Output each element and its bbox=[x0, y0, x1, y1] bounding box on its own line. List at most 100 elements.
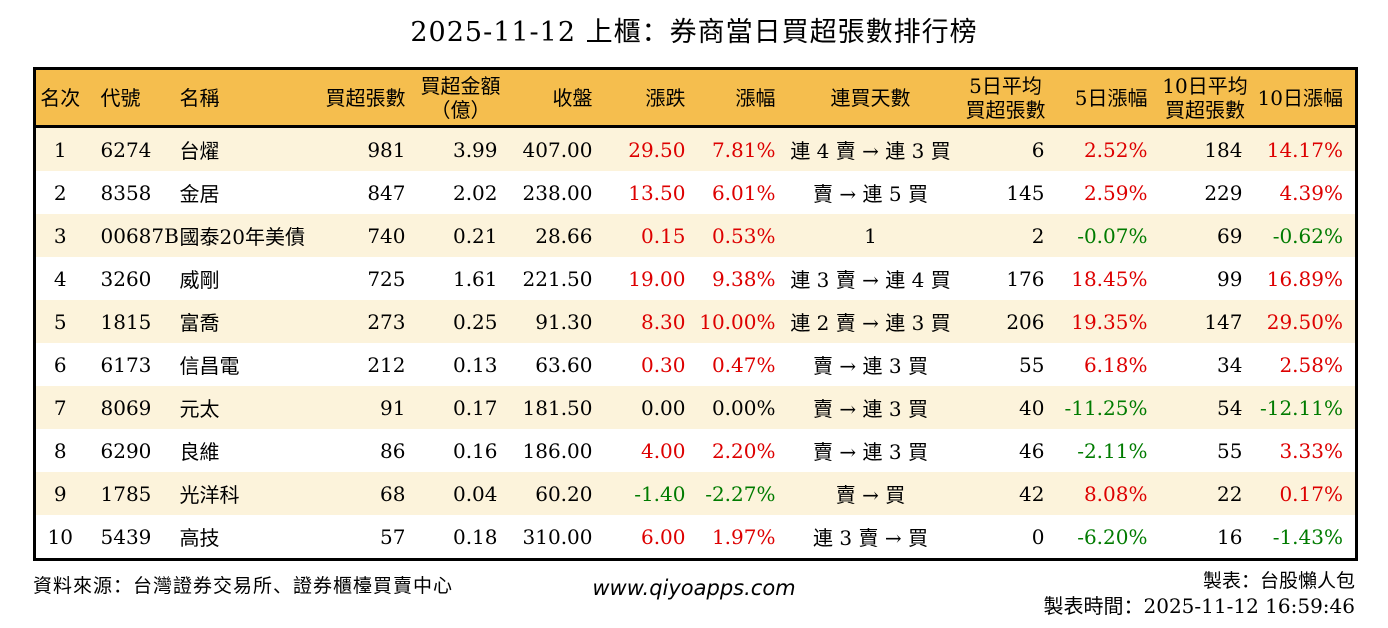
change-pct-cell: 0.47% bbox=[694, 343, 785, 386]
change-cell: 8.30 bbox=[601, 300, 695, 343]
col-header-change-pct: 漲幅 bbox=[694, 68, 785, 128]
col-header-buy-volume: 買超張數 bbox=[314, 68, 415, 128]
pct10-cell: 4.39% bbox=[1252, 171, 1357, 214]
table-row: 4 3260 威剛 725 1.61 221.50 19.00 9.38% 連 3 賣 → 連 … bbox=[34, 257, 1357, 300]
col-header-change: 漲跌 bbox=[601, 68, 695, 128]
name-cell: 台燿 bbox=[169, 126, 315, 171]
buy-volume-cell: 91 bbox=[314, 386, 415, 429]
table-row: 8 6290 良維 86 0.16 186.00 4.00 2.20% 賣 → 連 3 買 46-… bbox=[34, 429, 1357, 472]
made-at-text: 製表時間：2025-11-12 16:59:46 bbox=[1043, 594, 1356, 618]
change-pct-cell: 7.81% bbox=[694, 126, 785, 171]
buy-amount-cell: 0.18 bbox=[414, 515, 507, 560]
col-header-avg5-volume: 5日平均 買超張數 bbox=[956, 68, 1055, 128]
pct10-cell: 0.17% bbox=[1252, 472, 1357, 515]
pct5-cell: 2.52% bbox=[1054, 126, 1158, 171]
header-row: 名次 代號 名稱 買超張數 買超金額 （億） 收盤 漲跌 漲幅 連買天數 5日平… bbox=[34, 68, 1357, 128]
avg5-volume-cell: 145 bbox=[956, 171, 1055, 214]
pct10-cell: 2.58% bbox=[1252, 343, 1357, 386]
pct10-cell: -0.62% bbox=[1252, 214, 1357, 257]
name-cell: 富喬 bbox=[169, 300, 315, 343]
avg10-volume-cell: 55 bbox=[1157, 429, 1253, 472]
pct5-cell: 18.45% bbox=[1054, 257, 1158, 300]
avg5-volume-cell: 176 bbox=[956, 257, 1055, 300]
pct10-cell: 16.89% bbox=[1252, 257, 1357, 300]
streak-cell: 連 2 賣 → 連 3 買 bbox=[784, 300, 957, 343]
close-cell: 91.30 bbox=[506, 300, 602, 343]
pct10-cell: 14.17% bbox=[1252, 126, 1357, 171]
buy-volume-cell: 273 bbox=[314, 300, 415, 343]
rank-cell: 6 bbox=[34, 343, 85, 386]
table-row: 3 00687B 國泰20年美債 740 0.21 28.66 0.15 0.53% 1 2 -0.… bbox=[34, 214, 1357, 257]
pct5-cell: 19.35% bbox=[1054, 300, 1158, 343]
avg5-volume-cell: 206 bbox=[956, 300, 1055, 343]
change-cell: 19.00 bbox=[601, 257, 695, 300]
buy-amount-cell: 0.13 bbox=[414, 343, 507, 386]
buy-volume-cell: 57 bbox=[314, 515, 415, 560]
buy-volume-cell: 212 bbox=[314, 343, 415, 386]
rank-cell: 1 bbox=[34, 126, 85, 171]
close-cell: 181.50 bbox=[506, 386, 602, 429]
change-cell: 0.30 bbox=[601, 343, 695, 386]
avg5-volume-cell: 0 bbox=[956, 515, 1055, 560]
buy-volume-cell: 86 bbox=[314, 429, 415, 472]
streak-cell: 連 3 賣 → 買 bbox=[784, 515, 957, 560]
table-row: 7 8069 元太 91 0.17 181.50 0.00 0.00% 賣 → 連 3 買 40-… bbox=[34, 386, 1357, 429]
pct10-cell: 3.33% bbox=[1252, 429, 1357, 472]
table-header: 名次 代號 名稱 買超張數 買超金額 （億） 收盤 漲跌 漲幅 連買天數 5日平… bbox=[34, 68, 1357, 128]
col-header-pct5: 5日漲幅 bbox=[1054, 68, 1158, 128]
avg5-volume-cell: 40 bbox=[956, 386, 1055, 429]
buy-amount-cell: 0.04 bbox=[414, 472, 507, 515]
col-header-close: 收盤 bbox=[506, 68, 602, 128]
avg10-volume-cell: 147 bbox=[1157, 300, 1253, 343]
buy-amount-cell: 2.02 bbox=[414, 171, 507, 214]
change-pct-cell: 9.38% bbox=[694, 257, 785, 300]
streak-cell: 賣 → 連 3 買 bbox=[784, 386, 957, 429]
avg10-volume-cell: 229 bbox=[1157, 171, 1253, 214]
streak-cell: 連 3 賣 → 連 4 買 bbox=[784, 257, 957, 300]
close-cell: 60.20 bbox=[506, 472, 602, 515]
col-header-pct10: 10日漲幅 bbox=[1252, 68, 1357, 128]
streak-cell: 賣 → 連 3 買 bbox=[784, 429, 957, 472]
buy-amount-cell: 0.21 bbox=[414, 214, 507, 257]
avg5-volume-cell: 55 bbox=[956, 343, 1055, 386]
code-cell: 8069 bbox=[84, 386, 170, 429]
col-header-code: 代號 bbox=[84, 68, 170, 128]
name-cell: 金居 bbox=[169, 171, 315, 214]
pct5-cell: -11.25% bbox=[1054, 386, 1158, 429]
pct5-cell: 6.18% bbox=[1054, 343, 1158, 386]
pct5-cell: 8.08% bbox=[1054, 472, 1158, 515]
avg10-volume-cell: 54 bbox=[1157, 386, 1253, 429]
change-pct-cell: 1.97% bbox=[694, 515, 785, 560]
change-cell: 13.50 bbox=[601, 171, 695, 214]
website-url: www.qiyoapps.com bbox=[592, 576, 796, 600]
pct10-cell: -12.11% bbox=[1252, 386, 1357, 429]
table-row: 1 6274 台燿 981 3.99 407.00 29.50 7.81% 連 4 賣 → 連 … bbox=[34, 126, 1357, 171]
pct5-cell: -0.07% bbox=[1054, 214, 1158, 257]
streak-cell: 賣 → 買 bbox=[784, 472, 957, 515]
rank-cell: 7 bbox=[34, 386, 85, 429]
col-header-streak: 連買天數 bbox=[784, 68, 957, 128]
change-cell: 29.50 bbox=[601, 126, 695, 171]
col-header-avg10-volume: 10日平均 買超張數 bbox=[1157, 68, 1253, 128]
ranking-table: 名次 代號 名稱 買超張數 買超金額 （億） 收盤 漲跌 漲幅 連買天數 5日平… bbox=[33, 67, 1358, 561]
table-body: 1 6274 台燿 981 3.99 407.00 29.50 7.81% 連 4 賣 → 連 … bbox=[34, 126, 1357, 560]
code-cell: 00687B bbox=[84, 214, 179, 257]
close-cell: 63.60 bbox=[506, 343, 602, 386]
buy-amount-cell: 1.61 bbox=[414, 257, 507, 300]
rank-cell: 10 bbox=[34, 515, 85, 560]
code-cell: 8358 bbox=[84, 171, 170, 214]
avg10-volume-cell: 16 bbox=[1157, 515, 1253, 560]
buy-volume-cell: 740 bbox=[314, 214, 415, 257]
buy-volume-cell: 847 bbox=[314, 171, 415, 214]
avg10-volume-cell: 22 bbox=[1157, 472, 1253, 515]
avg10-volume-cell: 34 bbox=[1157, 343, 1253, 386]
pct5-cell: -2.11% bbox=[1054, 429, 1158, 472]
rank-cell: 8 bbox=[34, 429, 85, 472]
name-cell: 威剛 bbox=[169, 257, 315, 300]
avg5-volume-cell: 6 bbox=[956, 126, 1055, 171]
pct10-cell: -1.43% bbox=[1252, 515, 1357, 560]
close-cell: 310.00 bbox=[506, 515, 602, 560]
change-pct-cell: 0.53% bbox=[694, 214, 785, 257]
rank-cell: 5 bbox=[34, 300, 85, 343]
report-page: 2025-11-12 上櫃：券商當日買超張數排行榜 名次 代號 名稱 買超張數 … bbox=[0, 16, 1388, 619]
